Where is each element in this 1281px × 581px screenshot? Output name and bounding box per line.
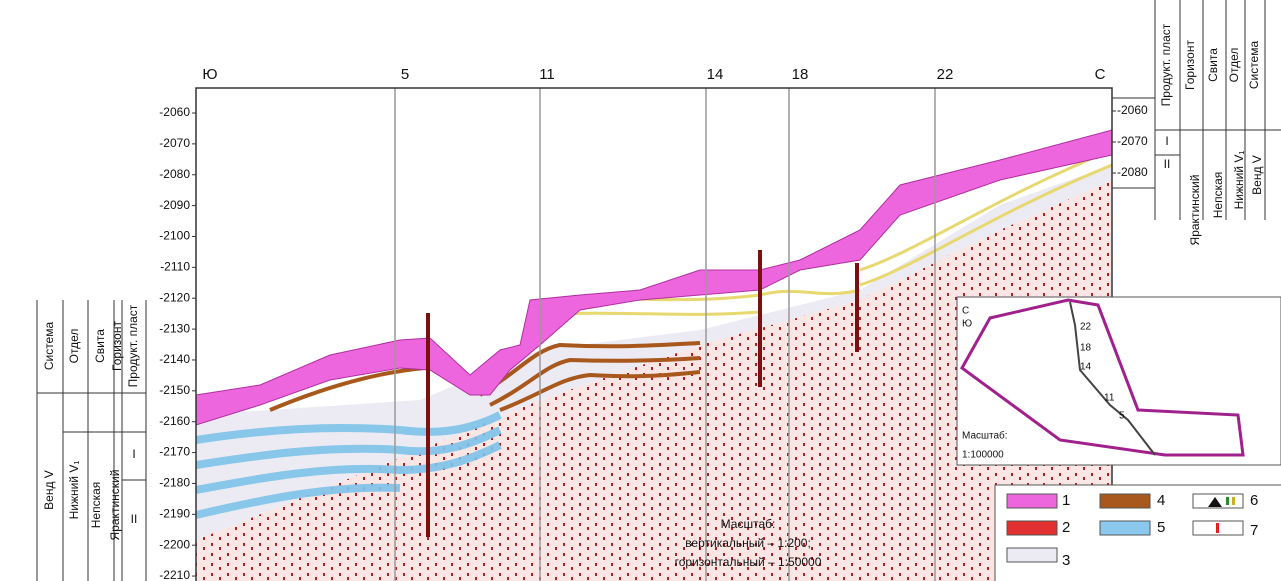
scale-note: вертикальный – 1:200; <box>685 536 811 550</box>
legend-icon <box>1226 497 1229 505</box>
inset-well: 14 <box>1080 362 1092 373</box>
legend-icon <box>1232 497 1235 505</box>
depth-tick-label: -2080 <box>1117 165 1148 179</box>
well-label: 18 <box>792 66 809 83</box>
strat-header: Свита <box>1206 48 1220 82</box>
inset-scale: 1:100000 <box>962 450 1004 461</box>
strat-department: Нижний V₁ <box>1232 151 1246 210</box>
depth-tick-label: -2180 <box>159 476 190 490</box>
strat-department: Нижний V₁ <box>67 461 81 520</box>
strat-system: Венд V <box>42 470 56 510</box>
strat-layer: II <box>1164 157 1171 171</box>
strat-header: Горизонт <box>1183 40 1197 90</box>
depth-tick-label: -2070 <box>159 136 190 150</box>
inset-well: 22 <box>1080 322 1092 333</box>
depth-tick-label: -2090 <box>159 198 190 212</box>
cross-section: Ю511141822С-2060-2070-2080-2090-2100-211… <box>0 0 1281 581</box>
inset-south: Ю <box>962 319 972 330</box>
inset-well: 11 <box>1104 393 1115 404</box>
legend-swatch <box>1100 521 1150 535</box>
depth-tick-label: -2150 <box>159 383 190 397</box>
well-label: 14 <box>707 66 724 83</box>
depth-tick-label: -2060 <box>159 105 190 119</box>
legend-label: 7 <box>1250 522 1258 539</box>
depth-tick-label: -2080 <box>159 167 190 181</box>
strat-horizon: Ярактинский <box>108 470 122 541</box>
strat-header: Отдел <box>1227 48 1241 83</box>
depth-tick-label: -2120 <box>159 290 190 304</box>
depth-tick-label: -2210 <box>159 568 190 581</box>
legend-swatch <box>1007 494 1057 508</box>
legend-label: 3 <box>1062 552 1070 569</box>
legend-swatch <box>1007 521 1057 535</box>
strat-header: Система <box>1247 41 1261 90</box>
legend-label: 2 <box>1062 519 1070 536</box>
depth-tick-label: -2060 <box>1117 103 1148 117</box>
legend-icon <box>1216 523 1219 533</box>
strat-header: Свита <box>93 329 107 363</box>
depth-tick-label: -2190 <box>159 506 190 520</box>
depth-tick-label: -2130 <box>159 321 190 335</box>
well-label: С <box>1095 66 1106 83</box>
strat-suite: Непская <box>1211 172 1225 219</box>
legend <box>995 485 1281 581</box>
inset-well: 5 <box>1119 411 1125 422</box>
strat-horizon: Ярактинский <box>1188 175 1202 246</box>
well-label: 11 <box>539 66 555 83</box>
depth-tick-label: -2140 <box>159 352 190 366</box>
legend-label: 4 <box>1157 492 1165 509</box>
depth-tick-label: -2170 <box>159 445 190 459</box>
well-label: 5 <box>401 66 409 83</box>
legend-swatch <box>1100 494 1150 508</box>
strat-system: Венд V <box>1250 155 1264 195</box>
legend-label: 6 <box>1250 492 1258 509</box>
inset-north: С <box>962 306 969 317</box>
depth-tick-label: -2070 <box>1117 134 1148 148</box>
legend-swatch <box>1007 548 1057 562</box>
depth-tick-label: -2110 <box>160 260 190 274</box>
strat-header: Продукт. пласт <box>1159 23 1173 106</box>
strat-layer: I <box>1165 134 1168 148</box>
legend-label: 1 <box>1062 492 1070 509</box>
strat-layer: I <box>132 447 135 461</box>
scale-note: Масштаб: <box>721 517 776 531</box>
strat-layer: II <box>131 512 138 526</box>
well-label: Ю <box>202 66 217 83</box>
legend-label: 5 <box>1157 519 1165 536</box>
strat-header: Система <box>42 322 56 371</box>
inset-well: 18 <box>1080 343 1092 354</box>
inset-scale-title: Масштаб: <box>962 430 1008 442</box>
strat-header: Горизонт <box>110 321 124 371</box>
depth-tick-label: -2100 <box>159 229 190 243</box>
depth-tick-label: -2160 <box>159 414 190 428</box>
scale-note: горизонтальный – 1:50000 <box>675 555 822 569</box>
depth-tick-label: -2200 <box>159 537 190 551</box>
strat-header: Отдел <box>67 329 81 364</box>
well-label: 22 <box>937 66 954 83</box>
strat-suite: Непская <box>89 482 103 529</box>
strat-header: Продукт. пласт <box>126 304 140 387</box>
